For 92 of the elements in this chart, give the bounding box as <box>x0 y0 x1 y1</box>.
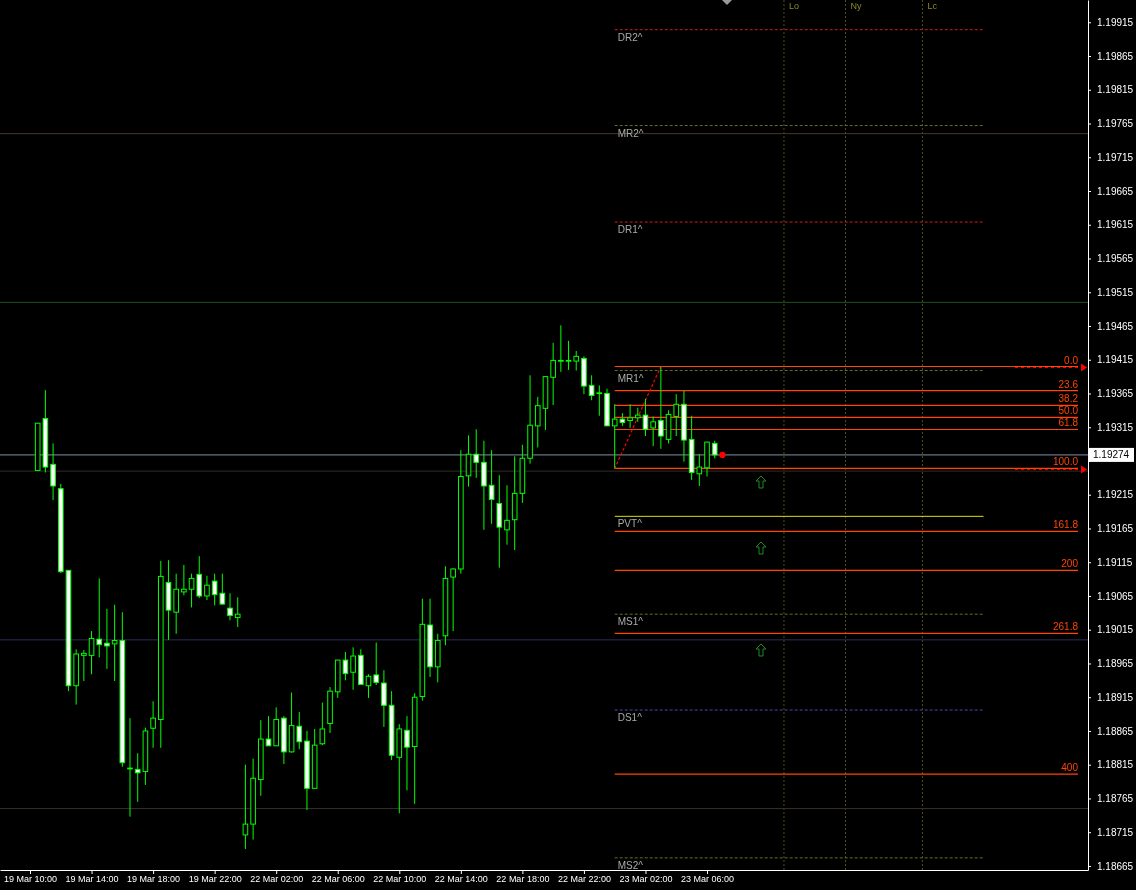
candlestick <box>565 340 572 371</box>
y-tick-label: 1.19115 <box>1097 556 1133 568</box>
candlestick <box>181 564 187 596</box>
candlestick <box>373 642 380 686</box>
ref-line-label: 38.2 <box>1058 393 1079 405</box>
x-tick-label: 19 Mar 10:00 <box>3 874 58 885</box>
candlestick <box>227 592 233 621</box>
candlestick <box>173 573 179 635</box>
y-tick-label: 1.18715 <box>1097 826 1134 838</box>
y-tick-label: 1.19565 <box>1097 253 1134 265</box>
ref-line-label: 161.8 <box>1052 519 1079 531</box>
ref-line-label: MR2^ <box>617 127 644 139</box>
y-tick-label: 1.19415 <box>1097 354 1134 366</box>
candlestick <box>504 484 510 546</box>
candlestick <box>242 764 249 850</box>
x-tick-label: 23 Mar 06:00 <box>681 874 735 885</box>
candlestick <box>550 342 556 406</box>
candlestick <box>573 350 580 372</box>
y-tick-label: 1.19065 <box>1097 590 1134 602</box>
candlestick <box>319 702 326 746</box>
ref-line-label: 261.8 <box>1052 621 1079 633</box>
y-tick-label: 1.19465 <box>1097 320 1134 332</box>
x-tick-label: 23 Mar 02:00 <box>619 874 673 885</box>
candlestick <box>473 428 480 479</box>
ref-line-label: MR1^ <box>617 372 644 384</box>
candlestick <box>104 608 110 670</box>
candlestick <box>127 717 133 818</box>
x-tick-label: 22 Mar 10:00 <box>373 874 427 885</box>
candlestick <box>50 442 56 501</box>
y-tick-label: 1.19165 <box>1097 523 1134 535</box>
x-tick-label: 22 Mar 06:00 <box>311 874 365 885</box>
ref-line-label: 23.6 <box>1058 378 1079 390</box>
y-tick-label: 1.19315 <box>1097 421 1134 433</box>
x-tick-label: 19 Mar 22:00 <box>188 874 242 885</box>
ref-line-label: 50.0 <box>1058 405 1079 417</box>
annotation: Lo <box>788 1 799 11</box>
y-tick-label: 1.19515 <box>1097 286 1134 298</box>
y-tick-label: 1.19615 <box>1097 219 1134 231</box>
annotation: Ny <box>850 1 862 11</box>
line-series <box>614 365 662 470</box>
y-tick-label: 1.19815 <box>1097 84 1134 96</box>
y-tick-label: 1.19365 <box>1097 388 1134 400</box>
candlestick <box>627 403 633 429</box>
ref-line-label: PVT^ <box>617 518 643 530</box>
candlestick <box>204 575 210 601</box>
candlestick <box>350 646 356 691</box>
candlestick <box>404 715 410 791</box>
y-tick-label: 1.18865 <box>1097 725 1134 737</box>
candlestick <box>558 324 564 373</box>
ref-line-label: MS1^ <box>617 616 644 628</box>
ref-line-label: 0.0 <box>1064 354 1079 366</box>
candlestick <box>642 398 649 437</box>
ref-line-label: DS1^ <box>617 712 643 724</box>
y-tick-label: 1.19915 <box>1097 16 1134 28</box>
x-tick-label: 19 Mar 14:00 <box>65 874 119 885</box>
ref-line-label: 61.8 <box>1058 417 1079 429</box>
candlestick <box>234 596 241 628</box>
candlestick <box>534 396 541 448</box>
y-tick-label: 1.18965 <box>1097 658 1134 670</box>
candlestick <box>265 715 272 747</box>
candlestick <box>650 415 656 447</box>
candlestick <box>481 440 487 531</box>
x-tick-label: 22 Mar 14:00 <box>434 874 488 885</box>
y-tick-label: 1.18815 <box>1097 759 1134 771</box>
ref-line-label: 1.19274 <box>1093 449 1130 461</box>
y-tick-label: 1.19865 <box>1097 50 1134 62</box>
ref-line-label: 100.0 <box>1052 456 1079 468</box>
x-tick-label: 22 Mar 02:00 <box>250 874 304 885</box>
ref-line-label: DR1^ <box>617 224 643 236</box>
annotation: Lc <box>927 1 938 11</box>
candlestick <box>658 365 664 450</box>
x-tick-label: 22 Mar 22:00 <box>557 874 611 885</box>
ref-line-label: 200 <box>1061 558 1079 570</box>
ref-line-label: DR2^ <box>617 31 643 43</box>
candlestick <box>496 474 503 569</box>
candlestick <box>488 449 495 525</box>
y-tick-label: 1.19665 <box>1097 185 1134 197</box>
candlestick <box>450 567 456 632</box>
candlestick <box>81 649 87 682</box>
y-tick-label: 1.19215 <box>1097 489 1134 501</box>
ref-line-label: MS2^ <box>617 859 644 871</box>
y-tick-label: 1.19015 <box>1097 624 1134 636</box>
y-tick-label: 1.18765 <box>1097 793 1134 805</box>
candlestick <box>150 700 156 749</box>
y-tick-label: 1.18915 <box>1097 691 1134 703</box>
y-tick-label: 1.19765 <box>1097 118 1134 130</box>
y-tick-label: 1.18665 <box>1097 860 1134 872</box>
ref-line-label: 400 <box>1061 762 1079 774</box>
candlestick <box>381 669 387 728</box>
x-tick-label: 22 Mar 18:00 <box>496 874 550 885</box>
y-tick-label: 1.19715 <box>1097 151 1134 163</box>
x-tick-label: 19 Mar 18:00 <box>127 874 181 885</box>
